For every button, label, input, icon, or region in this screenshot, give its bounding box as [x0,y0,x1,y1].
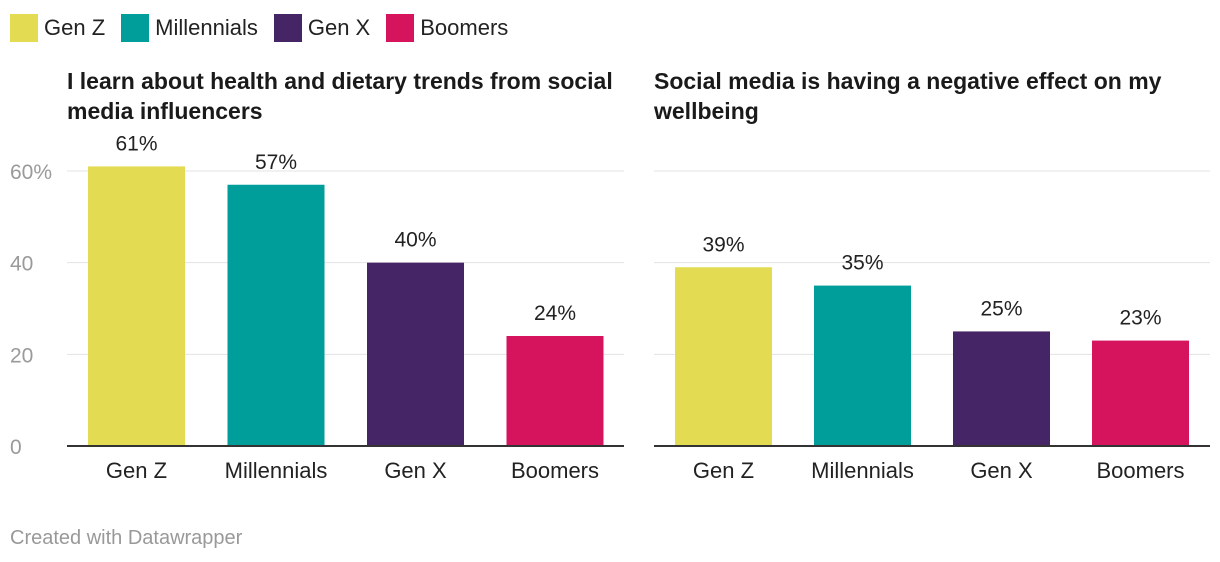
legend-swatch-gen-z [10,14,38,42]
footer-credit: Created with Datawrapper [10,527,243,549]
legend-swatch-boomers [386,14,415,42]
legend-item-gen-x: Gen X [273,14,371,42]
x-category-label: Millennials [225,458,328,483]
bar-value-label: 40% [394,229,436,252]
bar-value-label: 61% [115,132,157,155]
bar-value-label: 25% [980,297,1022,320]
legend-swatch-gen-x [273,14,302,42]
bar-gen-z [88,166,185,446]
y-tick-label: 60% [10,161,52,184]
chart-title-wellbeing: Social media is having a negative effect… [654,68,1162,124]
bar-value-label: 23% [1119,307,1161,330]
y-tick-label: 40 [10,253,33,276]
bar-value-label: 24% [534,302,576,325]
chart-title-influencers: I learn about health and dietary trends … [67,68,613,124]
x-category-label: Boomers [1096,458,1184,483]
x-category-label: Gen Z [106,458,167,483]
x-category-label: Gen Z [693,458,754,483]
legend: Gen Z Millennials Gen X Boomers [10,14,508,42]
bar-value-label: 35% [841,252,883,275]
bar-boomers [1092,340,1189,446]
legend-item-millennials: Millennials [121,14,258,42]
bar-millennials [814,285,911,446]
y-tick-label: 20 [10,344,33,367]
legend-label-millennials: Millennials [155,15,258,40]
bar-value-label: 39% [702,233,744,256]
bar-value-label: 57% [255,151,297,174]
legend-item-boomers: Boomers [386,14,508,42]
legend-label-gen-z: Gen Z [44,15,106,40]
legend-swatch-millennials [121,14,150,42]
legend-label-gen-x: Gen X [307,15,371,40]
x-category-label: Gen X [970,458,1033,483]
x-category-label: Gen X [384,458,447,483]
x-category-label: Boomers [511,458,599,483]
x-category-label: Millennials [811,458,914,483]
bar-gen-x [953,331,1050,446]
bar-millennials [227,184,325,446]
bar-boomers [506,336,604,446]
bar-gen-x [367,262,464,446]
legend-item-gen-z: Gen Z [10,14,105,42]
bar-gen-z [675,267,772,446]
y-tick-label: 0 [10,436,22,459]
legend-label-boomers: Boomers [420,15,509,40]
